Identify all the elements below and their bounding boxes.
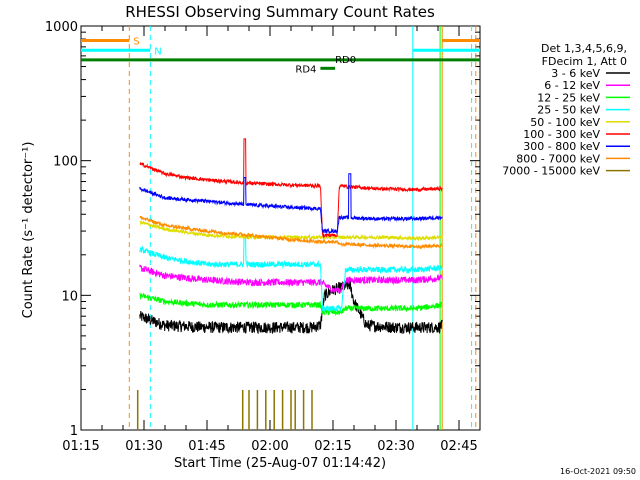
x-tick-label: 02:45: [440, 439, 477, 454]
legend-label: 3 - 6 keV: [551, 67, 600, 80]
series-line: [139, 292, 443, 317]
y-tick-label: 1: [70, 424, 78, 439]
legend-header: Det 1,3,4,5,6,9,: [541, 42, 627, 55]
flag-label: N: [154, 46, 161, 57]
series-line: [139, 173, 443, 235]
legend-label: 300 - 800 keV: [523, 140, 600, 153]
x-axis-label: Start Time (25-Aug-07 01:14:42): [174, 456, 386, 471]
series-line: [139, 279, 443, 335]
legend-label: 25 - 50 keV: [537, 104, 600, 117]
y-tick-label: 10: [61, 289, 78, 304]
x-tick-label: 02:30: [377, 439, 414, 454]
legend-label: 7000 - 15000 keV: [502, 165, 600, 178]
legend-label: 100 - 300 keV: [523, 128, 600, 141]
series-line: [139, 215, 443, 250]
series-line: [139, 264, 443, 294]
flag-label: S: [133, 37, 139, 48]
x-tick-label: 02:00: [251, 439, 288, 454]
y-axis-label: Count Rate (s⁻¹ detector⁻¹): [21, 142, 36, 319]
flag-label: RD0: [335, 55, 356, 66]
series-line: [139, 220, 443, 242]
legend-label: 6 - 12 keV: [544, 79, 600, 92]
y-tick-label: 1000: [45, 20, 78, 35]
plot-area: 1 10 100 1000 01:15 01:30 01:45 02:00 02:15 02:30…: [45, 20, 481, 454]
y-tick-label: 100: [53, 155, 78, 170]
series-line: [139, 236, 443, 313]
plot-frame: [80, 25, 481, 431]
x-tick-label: 01:15: [62, 439, 99, 454]
legend-header: FDecim 1, Att 0: [542, 55, 627, 68]
series-line: [139, 138, 443, 239]
legend-label: 50 - 100 keV: [530, 116, 600, 129]
legend: Det 1,3,4,5,6,9,FDecim 1, Att 03 - 6 keV…: [502, 42, 630, 178]
flag-label: RD4: [295, 64, 316, 75]
timestamp-label: 16-Oct-2021 09:50: [560, 467, 636, 476]
chart-title: RHESSI Observing Summary Count Rates: [125, 3, 435, 21]
x-tick-label: 01:45: [188, 439, 225, 454]
x-tick-label: 02:15: [314, 439, 351, 454]
legend-label: 12 - 25 keV: [537, 91, 600, 104]
legend-label: 800 - 7000 keV: [516, 152, 600, 165]
x-tick-label: 01:30: [125, 439, 162, 454]
